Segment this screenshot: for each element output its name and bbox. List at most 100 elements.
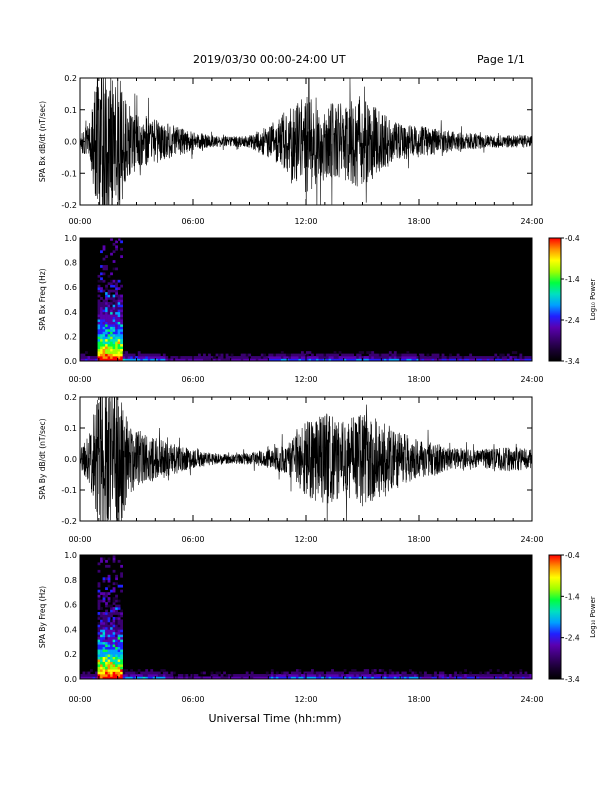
spectrogram-cell: [120, 255, 123, 258]
spectrogram-cell: [381, 674, 385, 677]
spectrogram-cell: [137, 358, 141, 362]
spectrogram-cell: [100, 644, 103, 648]
spectrogram-cell: [117, 634, 121, 638]
spectrogram-cell: [253, 356, 257, 359]
spectrogram-cell: [117, 306, 121, 310]
y-tick-label: 0.6: [64, 601, 77, 610]
spectrogram-cell: [240, 353, 244, 357]
spectrogram-cell: [140, 358, 144, 362]
spectrogram-cell: [107, 579, 111, 583]
spectrogram-cell: [479, 676, 483, 680]
spectrogram-cell: [105, 321, 108, 325]
spectrogram-cell: [170, 358, 174, 362]
spectrogram-cell: [353, 669, 357, 672]
spectrogram-cell: [107, 676, 111, 680]
spectrogram-cell: [165, 674, 169, 677]
spectrogram-cell: [200, 671, 204, 675]
spectrogram-cell: [97, 634, 101, 638]
spectrogram-cell: [100, 661, 103, 665]
spectrogram-cell: [368, 351, 372, 354]
spectrogram-cell: [371, 353, 375, 357]
spectrogram-cell: [378, 674, 382, 677]
spectrogram-cell: [298, 669, 302, 672]
spectrogram-cell: [220, 358, 224, 362]
spectrogram-cell: [107, 336, 111, 340]
spectrogram-cell: [115, 597, 118, 600]
spectrogram-cell: [97, 597, 101, 600]
spectrogram-cell: [122, 358, 126, 362]
spectrogram-cell: [90, 674, 93, 677]
spectrogram-cell: [147, 356, 151, 359]
spectrogram-cell: [102, 646, 106, 650]
spectrogram-cell: [107, 584, 111, 588]
spectrogram-cell: [112, 299, 116, 303]
spectrogram-cell: [203, 676, 206, 680]
spectrogram-cell: [100, 279, 103, 283]
spectrogram-cell: [215, 674, 219, 677]
spectrogram-cell: [160, 358, 164, 362]
spectrogram-cell: [122, 351, 126, 354]
spectrogram-cell: [326, 353, 329, 357]
spectrogram-cell: [200, 358, 204, 362]
spectrogram-cell: [288, 676, 292, 680]
spectrogram-cell: [200, 356, 204, 359]
spectrogram-cell: [120, 351, 123, 354]
spectrogram-cell: [190, 676, 194, 680]
spectrogram-cell: [117, 612, 121, 615]
spectrogram-cell: [115, 639, 118, 643]
spectrogram-cell: [215, 353, 219, 357]
spectrogram-cell: [353, 674, 357, 677]
spectrogram-cell: [137, 353, 141, 357]
spectrogram-cell: [193, 358, 196, 362]
spectrogram-cell: [278, 674, 282, 677]
spectrogram-cell: [97, 589, 101, 593]
spectrogram-cell: [318, 676, 322, 680]
y-tick-label: 0.0: [64, 357, 77, 366]
spectrogram-cell: [363, 671, 367, 675]
spectrogram-cell: [446, 676, 450, 680]
spectrogram-cell: [107, 624, 111, 628]
spectrogram-cell: [97, 569, 101, 573]
spectrogram-cell: [117, 341, 121, 345]
spectrogram-cell: [102, 309, 106, 313]
spectrogram-cell: [456, 676, 460, 680]
spectrogram-cell: [280, 353, 284, 357]
spectrogram-cell: [280, 676, 284, 680]
spectrogram-cell: [311, 358, 314, 362]
spectrogram-cell: [142, 356, 146, 359]
spectrogram-cell: [115, 676, 118, 680]
spectrogram-cell: [112, 324, 116, 327]
spectrogram-cell: [401, 671, 405, 675]
spectrogram-cell: [120, 358, 123, 362]
spectrogram-cell: [127, 671, 131, 675]
spectrogram-cell: [120, 304, 123, 308]
spectrogram-cell: [97, 617, 101, 620]
spectrogram-cell: [298, 358, 302, 362]
spectrogram-cell: [152, 676, 156, 680]
spectrogram-cell: [220, 353, 224, 357]
spectrogram-cell: [338, 671, 342, 675]
spectrogram-cell: [87, 676, 91, 680]
spectrogram-cell: [120, 669, 123, 672]
spectrogram-cell: [514, 351, 518, 354]
spectrogram-cell: [107, 356, 111, 359]
spectrogram-cell: [441, 676, 445, 680]
spectrogram-cell: [466, 358, 470, 362]
spectrogram-cell: [115, 351, 118, 354]
spectrogram-cell: [82, 671, 86, 675]
spectrogram-cell: [165, 356, 169, 359]
spectrogram-cell: [255, 676, 259, 680]
spectrogram-cell: [358, 358, 362, 362]
y-tick-label: 0.2: [64, 74, 77, 83]
colorbar-tick-label: -1.4: [565, 275, 580, 284]
spectrogram-cell: [105, 329, 108, 332]
spectrogram-cell: [233, 356, 236, 359]
spectrogram-cell: [115, 659, 118, 662]
spectrogram-cell: [115, 240, 118, 244]
spectrogram-cell: [155, 674, 159, 677]
spectrogram-cell: [363, 674, 367, 677]
spectrogram-cell: [278, 353, 282, 357]
spectrogram-cell: [203, 671, 206, 675]
spectrogram-cell: [110, 282, 113, 286]
spectrogram-cell: [504, 674, 508, 677]
